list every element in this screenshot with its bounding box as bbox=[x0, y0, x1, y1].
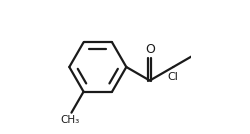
Text: CH₃: CH₃ bbox=[60, 115, 80, 125]
Text: O: O bbox=[145, 43, 155, 56]
Text: Cl: Cl bbox=[168, 72, 179, 82]
